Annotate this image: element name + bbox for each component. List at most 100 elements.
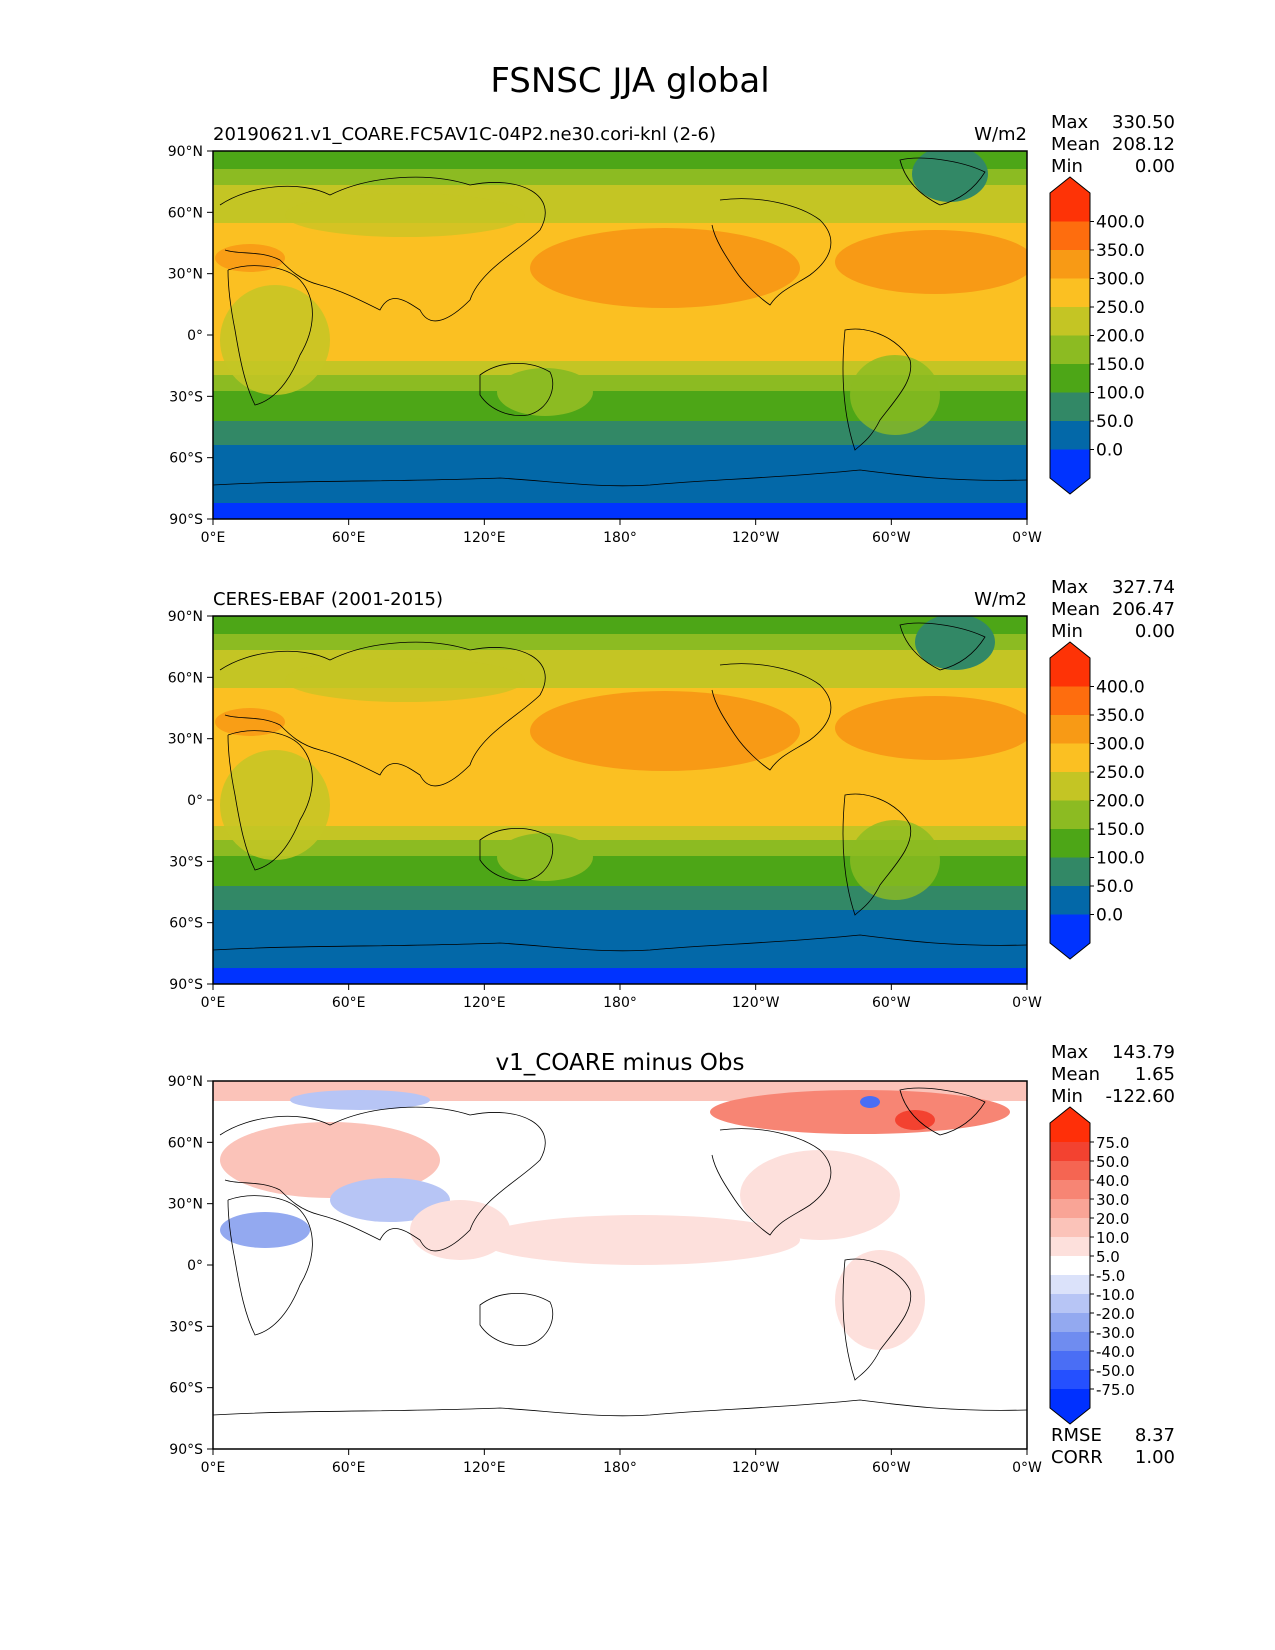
stat-label: Min: [1051, 1086, 1083, 1107]
colorbar-segment: [1050, 1389, 1090, 1424]
colorbar-outline: [1049, 1106, 1091, 1425]
panel-units: W/m2: [974, 124, 1027, 145]
colorbar-segment: [1050, 1180, 1090, 1199]
lat-tick-label: 30°S: [169, 389, 203, 405]
lon-tick-label: 120°E: [463, 995, 506, 1011]
axis-ticks: 90°N 60°N 30°N 0° 30°S 60°S 90°S 0°E 60°E 120°E 18…: [168, 609, 1042, 1011]
colorbar-tick-label: -10.0: [1096, 1286, 1135, 1304]
colorbar-segment: [1050, 642, 1090, 687]
colorbar-segment: [1050, 1294, 1090, 1313]
colorbar-tick-label: 250.0: [1096, 763, 1145, 783]
lon-tick-label: 0°E: [201, 1460, 226, 1476]
lon-tick-label: 60°W: [872, 995, 911, 1011]
lon-tick-label: 120°W: [732, 530, 780, 546]
lat-tick-label: 90°S: [169, 512, 203, 528]
lon-tick-label: 60°E: [332, 995, 366, 1011]
lon-tick-label: 180°: [603, 530, 637, 546]
lat-tick-label: 60°S: [169, 916, 203, 932]
panel-left-title: CERES-EBAF (2001-2015): [213, 589, 443, 610]
stat-value: 143.79: [1112, 1042, 1175, 1063]
colorbar-segment: [1050, 886, 1090, 915]
lon-tick-label: 180°: [603, 1460, 637, 1476]
colorbar-tick-label: 50.0: [1096, 412, 1134, 432]
colorbar-segment: [1050, 1313, 1090, 1332]
colorbar-tick-label: -30.0: [1096, 1324, 1135, 1342]
lon-tick-label: 180°: [603, 995, 637, 1011]
lon-tick-label: 120°W: [732, 1460, 780, 1476]
colorbar-segment: [1050, 221, 1090, 250]
colorbar-segment: [1050, 449, 1090, 494]
colorbar-segment: [1050, 1218, 1090, 1237]
colorbar-tick-label: 5.0: [1096, 1248, 1120, 1266]
colorbar-segment: [1050, 1199, 1090, 1218]
colorbar-segment: [1050, 177, 1090, 222]
metrics-block: RMSE 8.37 CORR 1.00: [1051, 1425, 1175, 1468]
lat-tick-label: 90°S: [169, 977, 203, 993]
colorbar-tick-label: 200.0: [1096, 327, 1145, 347]
panel-center-title: v1_COARE minus Obs: [496, 1050, 745, 1076]
panel-left-title: 20190621.v1_COARE.FC5AV1C-04P2.ne30.cori…: [213, 124, 716, 145]
coastlines: [213, 622, 1027, 952]
map-difference: [213, 1081, 1027, 1449]
lon-tick-label: 120°E: [463, 1460, 506, 1476]
colorbar-tick-label: 50.0: [1096, 877, 1134, 897]
lat-tick-label: 30°N: [168, 1197, 203, 1213]
lat-tick-label: 30°N: [168, 732, 203, 748]
metric-value: 8.37: [1135, 1425, 1175, 1446]
colorbar-tick-label: 400.0: [1096, 213, 1145, 233]
colorbar-segment: [1050, 686, 1090, 715]
lon-tick-label: 60°W: [872, 530, 911, 546]
colorbar-segment: [1050, 829, 1090, 858]
colorbar-segment: [1050, 1161, 1090, 1180]
axis-ticks: 90°N 60°N 30°N 0° 30°S 60°S 90°S 0°E 60°E 120°E 18…: [168, 1074, 1042, 1476]
colorbar-segment: [1050, 857, 1090, 886]
stat-value: 327.74: [1112, 577, 1175, 598]
colorbar-segment: [1050, 1275, 1090, 1294]
map-reference: [213, 616, 1027, 984]
lat-tick-label: 60°N: [168, 205, 203, 221]
panel-reference: CERES-EBAF (2001-2015) W/m2 90°N 60°N 30°N…: [168, 577, 1175, 1011]
stat-label: Min: [1051, 621, 1083, 642]
lat-tick-label: 30°S: [169, 854, 203, 870]
lon-tick-label: 60°E: [332, 530, 366, 546]
lat-tick-label: 60°S: [169, 1381, 203, 1397]
stat-label: Max: [1051, 1042, 1089, 1063]
stat-label: Min: [1051, 156, 1083, 177]
stat-value: 208.12: [1112, 134, 1175, 155]
colorbar-tick-label: 10.0: [1096, 1229, 1129, 1247]
coastlines: [213, 1087, 1027, 1417]
colorbar-tick-label: 100.0: [1096, 384, 1145, 404]
stat-value: 1.65: [1135, 1064, 1175, 1085]
colorbar-tick-label: 50.0: [1096, 1153, 1129, 1171]
colorbar: -75.0-50.0-40.0-30.0-20.0-10.0-5.05.010.…: [1049, 1106, 1135, 1425]
colorbar-tick-label: -20.0: [1096, 1305, 1135, 1323]
colorbar-tick-label: 100.0: [1096, 849, 1145, 869]
lon-tick-label: 0°W: [1012, 530, 1042, 546]
lon-tick-label: 0°E: [201, 530, 226, 546]
colorbar-segment: [1050, 1142, 1090, 1161]
lat-tick-label: 90°S: [169, 1442, 203, 1458]
colorbar-tick-label: 300.0: [1096, 735, 1145, 755]
colorbar-tick-label: 30.0: [1096, 1191, 1129, 1209]
colorbar-tick-label: 250.0: [1096, 298, 1145, 318]
panel-test: 20190621.v1_COARE.FC5AV1C-04P2.ne30.cori…: [168, 112, 1175, 546]
lon-tick-label: 60°E: [332, 1460, 366, 1476]
colorbar-segment: [1050, 364, 1090, 393]
lat-tick-label: 90°N: [168, 609, 203, 625]
lat-tick-label: 90°N: [168, 1074, 203, 1090]
colorbar-tick-label: 350.0: [1096, 706, 1145, 726]
colorbar-tick-label: 350.0: [1096, 241, 1145, 261]
colorbar-segment: [1050, 743, 1090, 772]
colorbar-tick-label: 400.0: [1096, 678, 1145, 698]
metric-label: RMSE: [1051, 1425, 1102, 1446]
colorbar-tick-label: 200.0: [1096, 792, 1145, 812]
colorbar-segment: [1050, 278, 1090, 307]
colorbar-tick-label: 75.0: [1096, 1134, 1129, 1152]
colorbar-segment: [1050, 772, 1090, 801]
figure-title: FSNSC JJA global: [490, 61, 769, 101]
lat-tick-label: 60°N: [168, 1135, 203, 1151]
colorbar-segment: [1050, 250, 1090, 279]
colorbar-segment: [1050, 1370, 1090, 1389]
colorbar-tick-label: 150.0: [1096, 820, 1145, 840]
